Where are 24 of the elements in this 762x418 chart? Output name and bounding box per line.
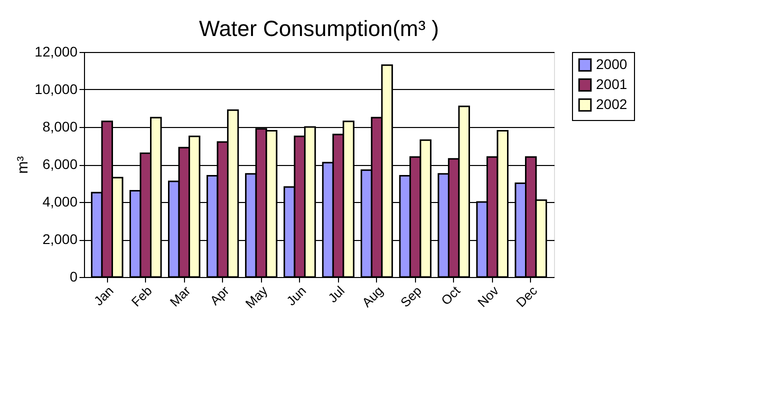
x-tick-label: Dec	[513, 282, 540, 310]
y-tick-label: 10,000	[34, 81, 78, 97]
x-tick-label: Oct	[438, 282, 464, 308]
y-tick-label: 6,000	[42, 156, 78, 172]
x-tick-label: Jun	[283, 283, 309, 309]
y-axis-title: m³	[14, 156, 32, 174]
x-tick-label: Mar	[166, 282, 194, 310]
x-tick-label: Jan	[90, 283, 116, 309]
x-tick-label: Apr	[206, 282, 232, 308]
legend-label: 2001	[596, 76, 628, 92]
x-tick-label: Sep	[398, 283, 425, 310]
x-tick-label: Jul	[325, 283, 348, 306]
x-tick-label: Aug	[359, 283, 386, 310]
x-tick-label: May	[242, 282, 271, 312]
legend-label: 2000	[596, 56, 628, 72]
chart-title: Water Consumption(m³ )	[198, 16, 440, 41]
x-tick-label: Feb	[128, 283, 155, 310]
y-tick-label: 2,000	[42, 231, 78, 247]
y-tick-label: 8,000	[42, 118, 78, 134]
y-tick-label: 4,000	[42, 194, 78, 210]
x-tick-label: Nov	[474, 282, 502, 310]
y-tick-label: 0	[70, 268, 78, 284]
legend-label: 2002	[596, 96, 628, 112]
y-tick-label: 12,000	[34, 44, 78, 60]
